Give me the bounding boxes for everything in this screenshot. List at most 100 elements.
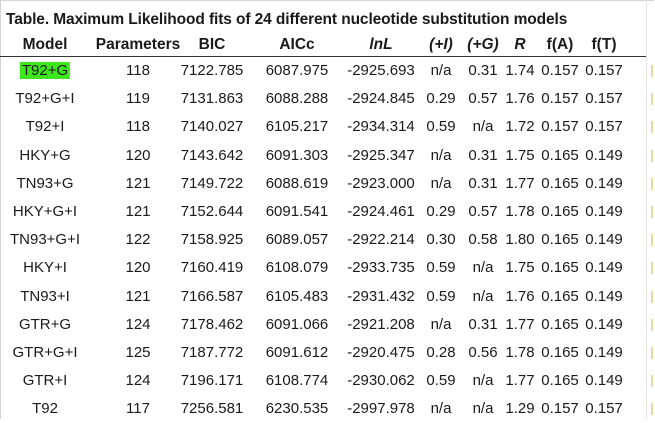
cell-r: 1.74: [505, 62, 535, 79]
cell-aicc: 6089.057: [265, 231, 329, 249]
cell-aicc: 6091.612: [265, 343, 329, 361]
cell-f-t: 0.149: [585, 202, 623, 220]
column-header-aicc: AICc: [279, 36, 315, 53]
cell-plus-g: 0.57: [468, 90, 498, 108]
cell-f-t: 0.149: [585, 231, 623, 249]
cell-plus-i: 0.29: [426, 90, 456, 108]
cell-f-a: 0.165: [541, 202, 579, 220]
cell-f-a: 0.157: [541, 400, 579, 418]
cell-r: 1.76: [505, 287, 535, 305]
cell-model: TN93+G+I: [9, 231, 81, 249]
cell-model: T92+G: [19, 57, 71, 85]
cell-plus-g: 0.31: [468, 174, 498, 192]
cell-f-a: 0.165: [541, 231, 579, 249]
column-header-parameters: Parameters: [95, 36, 181, 53]
cell-plus-i: 0.59: [426, 372, 456, 390]
table-row: HKY+G 120 7143.642 6091.303 -2925.347 n/a 0.31…: [0, 142, 646, 170]
cell-bic: 7122.785: [180, 62, 244, 79]
cell-f-t: 0.157: [585, 62, 623, 79]
cell-lnl: -2922.214: [347, 231, 415, 249]
cell-lnl: -2924.845: [347, 90, 415, 108]
clipped-column-marker: [651, 206, 655, 218]
cell-bic: 7140.027: [180, 118, 244, 136]
cell-lnl: -2934.314: [347, 118, 415, 136]
cell-f-t: 0.157: [585, 90, 623, 108]
cell-model: T92+G+I: [15, 90, 75, 108]
cell-f-a: 0.165: [541, 315, 579, 333]
cell-plus-g: n/a: [472, 287, 494, 305]
cell-parameters: 124: [125, 372, 151, 390]
clipped-column-marker: [651, 318, 655, 331]
cell-f-t: 0.149: [585, 372, 623, 390]
table-row: TN93+G+I 122 7158.925 6089.057 -2922.214 0.30…: [0, 226, 646, 254]
cell-lnl: -2933.735: [347, 259, 415, 277]
cell-f-a: 0.157: [541, 90, 579, 108]
clipped-column-marker: [651, 177, 655, 190]
table-row: T92+I 118 7140.027 6105.217 -2934.314 0.59 n/a…: [0, 113, 646, 141]
clipped-column-marker: [651, 375, 655, 388]
cell-r: 1.77: [505, 315, 535, 333]
cell-aicc: 6230.535: [265, 400, 329, 418]
cell-lnl: -2931.432: [347, 287, 415, 305]
cell-lnl: -2925.693: [347, 62, 415, 79]
cell-r: 1.72: [505, 118, 535, 136]
cell-aicc: 6088.288: [265, 90, 329, 108]
clipped-column-marker: [651, 149, 655, 162]
column-header-f-t: f(T): [591, 36, 617, 53]
cell-lnl: -2924.461: [347, 202, 415, 220]
cell-parameters: 125: [125, 343, 151, 361]
cell-f-t: 0.149: [585, 315, 623, 333]
cell-plus-i: n/a: [430, 315, 452, 333]
cell-plus-i: 0.59: [426, 259, 456, 277]
cell-aicc: 6105.483: [265, 287, 329, 305]
cell-model: TN93+G: [16, 174, 74, 192]
column-header-plus-i: (+I): [429, 36, 453, 53]
cell-aicc: 6108.774: [265, 372, 329, 390]
cell-plus-i: n/a: [430, 146, 452, 164]
table-row: GTR+G 124 7178.462 6091.066 -2921.208 n/a 0.31…: [0, 311, 646, 339]
cell-plus-i: 0.29: [426, 202, 456, 220]
cell-parameters: 122: [125, 231, 151, 249]
cell-lnl: -2923.000: [347, 174, 415, 192]
cell-aicc: 6108.079: [265, 259, 329, 277]
cell-plus-g: n/a: [472, 259, 494, 277]
cell-f-a: 0.165: [541, 259, 579, 277]
clipped-column-marker: [651, 403, 655, 416]
column-header-r: R: [514, 36, 526, 53]
table-row: TN93+G 121 7149.722 6088.619 -2923.000 n/a 0.3…: [0, 170, 646, 198]
cell-f-t: 0.149: [585, 343, 623, 361]
cell-f-a: 0.165: [541, 287, 579, 305]
cell-bic: 7178.462: [180, 315, 244, 333]
cell-f-t: 0.157: [585, 400, 623, 418]
table-row: TN93+I 121 7166.587 6105.483 -2931.432 0.59 n/…: [0, 283, 646, 311]
cell-r: 1.29: [505, 400, 535, 418]
cell-model: HKY+G: [19, 146, 71, 164]
table-row: T92+G+I 119 7131.863 6088.288 -2924.845 0.29 0…: [0, 85, 646, 113]
table-row: HKY+I 120 7160.419 6108.079 -2933.735 0.59 n/a…: [0, 254, 646, 282]
cell-parameters: 124: [125, 315, 151, 333]
cell-bic: 7149.722: [180, 174, 244, 192]
cell-lnl: -2921.208: [347, 315, 415, 333]
column-header-plus-g: (+G): [467, 36, 499, 53]
cell-r: 1.76: [505, 90, 535, 108]
table-row: T92 117 7256.581 6230.535 -2997.978 n/a n/a 1.2…: [0, 395, 646, 423]
clipped-column-marker: [651, 65, 655, 77]
cell-model: T92: [32, 400, 58, 418]
cell-f-a: 0.165: [541, 372, 579, 390]
cell-parameters: 118: [126, 118, 150, 136]
cell-f-a: 0.165: [541, 174, 579, 192]
cell-aicc: 6105.217: [265, 118, 329, 136]
clipped-column-marker: [651, 93, 655, 106]
cell-bic: 7143.642: [180, 146, 244, 164]
cell-f-t: 0.149: [585, 287, 623, 305]
cell-f-t: 0.149: [585, 174, 623, 192]
cell-plus-g: 0.58: [468, 231, 498, 249]
cell-r: 1.77: [505, 174, 535, 192]
column-header-lnl: lnL: [369, 36, 393, 53]
table-row: HKY+G+I 121 7152.644 6091.541 -2924.461 0.29 0…: [0, 198, 646, 226]
clipped-column-marker: [651, 347, 655, 359]
cell-r: 1.78: [505, 343, 535, 361]
column-header-model: Model: [22, 36, 68, 53]
